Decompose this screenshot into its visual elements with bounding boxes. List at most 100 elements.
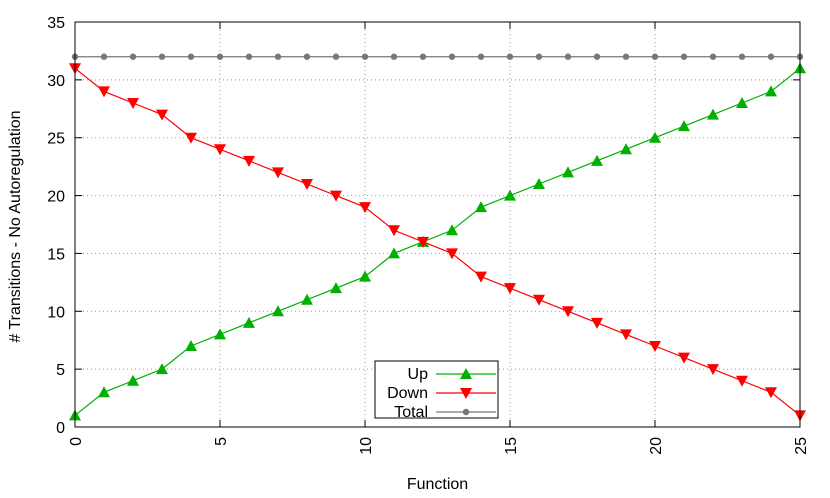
legend-label-up: Up: [408, 366, 429, 383]
data-point-up: [504, 189, 516, 201]
y-tick-label: 35: [47, 15, 65, 32]
data-point-up: [388, 247, 400, 259]
data-point-down: [678, 352, 690, 364]
data-point-total: [158, 53, 166, 60]
y-tick-label: 0: [56, 420, 65, 437]
data-point-down: [417, 236, 429, 248]
data-point-down: [446, 248, 458, 260]
data-point-up: [562, 166, 574, 178]
y-tick-label: 15: [47, 246, 65, 263]
data-point-down: [330, 190, 342, 202]
data-point-down: [272, 167, 284, 179]
data-point-up: [765, 85, 777, 97]
data-point-down: [649, 341, 661, 352]
x-tick-label: 15: [503, 437, 520, 455]
data-point-down: [707, 364, 719, 376]
legend-marker-total: [462, 408, 470, 416]
data-point-total: [390, 53, 398, 60]
legend-marker-up: [460, 368, 472, 379]
series-line-down: [74, 67, 801, 416]
data-point-down: [591, 317, 603, 329]
data-point-total: [332, 53, 340, 60]
plot-frame: [74, 21, 801, 428]
data-point-total: [506, 53, 514, 60]
data-point-down: [765, 387, 777, 399]
data-point-up: [98, 386, 110, 398]
data-point-up: [185, 340, 197, 351]
data-point-down: [475, 271, 487, 283]
data-point-down: [736, 375, 748, 387]
data-point-total: [593, 53, 601, 60]
axis-ticks: 0 5 10 15 20 25 30 35 0 5 10 15 20 25: [47, 15, 810, 455]
data-point-total: [535, 53, 543, 60]
data-point-up: [736, 97, 748, 108]
data-point-total: [303, 53, 311, 60]
data-point-total: [680, 53, 688, 60]
data-point-down: [156, 109, 168, 121]
data-point-down: [214, 144, 226, 156]
data-point-up: [475, 201, 487, 213]
data-point-up: [243, 316, 255, 328]
series-line-up: [74, 67, 801, 416]
data-point-up: [301, 293, 313, 305]
data-point-up: [330, 282, 342, 294]
series-down: [69, 63, 806, 422]
data-point-total: [129, 53, 137, 60]
data-point-total: [216, 53, 224, 60]
series-total: [71, 53, 804, 60]
data-point-up: [156, 363, 168, 375]
data-point-up: [707, 108, 719, 120]
y-tick-label: 20: [47, 189, 65, 206]
y-tick-label: 30: [47, 73, 65, 90]
legend-label-down: Down: [387, 385, 428, 402]
data-point-up: [649, 131, 661, 143]
data-point-up: [214, 328, 226, 340]
data-point-up: [620, 143, 632, 155]
data-point-down: [301, 179, 313, 190]
data-point-up: [127, 374, 139, 386]
data-point-up: [359, 270, 371, 282]
data-point-up: [533, 178, 545, 189]
data-point-total: [361, 53, 369, 60]
data-point-total: [187, 53, 195, 60]
data-point-down: [127, 98, 139, 109]
data-point-down: [620, 329, 632, 341]
data-point-total: [477, 53, 485, 60]
data-point-down: [388, 225, 400, 237]
data-point-total: [651, 53, 659, 60]
data-point-down: [243, 155, 255, 167]
legend: Up Down Total: [374, 360, 499, 421]
x-tick-label: 5: [213, 437, 230, 446]
x-tick-label: 20: [648, 437, 665, 455]
data-point-up: [678, 120, 690, 132]
legend-box: [374, 360, 499, 419]
y-tick-label: 5: [56, 362, 65, 379]
legend-marker-down: [460, 388, 472, 399]
data-point-total: [419, 53, 427, 60]
y-axis-title: # Transitions - No Autoregulation: [7, 110, 24, 342]
data-point-down: [562, 306, 574, 318]
y-tick-label: 25: [47, 131, 65, 148]
data-point-total: [564, 53, 572, 60]
x-axis-title: Function: [407, 476, 468, 493]
data-point-total: [100, 53, 108, 60]
grid-lines: [75, 22, 800, 427]
data-point-total: [622, 53, 630, 60]
data-point-down: [504, 283, 516, 295]
data-point-total: [448, 53, 456, 60]
x-tick-label: 10: [358, 437, 375, 455]
data-point-down: [359, 202, 371, 214]
data-point-down: [185, 132, 197, 144]
y-tick-label: 10: [47, 304, 65, 321]
data-point-up: [272, 305, 284, 317]
data-point-up: [591, 154, 603, 166]
x-tick-label: 25: [793, 437, 810, 455]
legend-label-total: Total: [394, 404, 428, 421]
data-point-total: [245, 53, 253, 60]
data-point-total: [274, 53, 282, 60]
x-tick-label: 0: [68, 437, 85, 446]
data-point-total: [767, 53, 775, 60]
data-point-total: [738, 53, 746, 60]
data-point-total: [709, 53, 717, 60]
